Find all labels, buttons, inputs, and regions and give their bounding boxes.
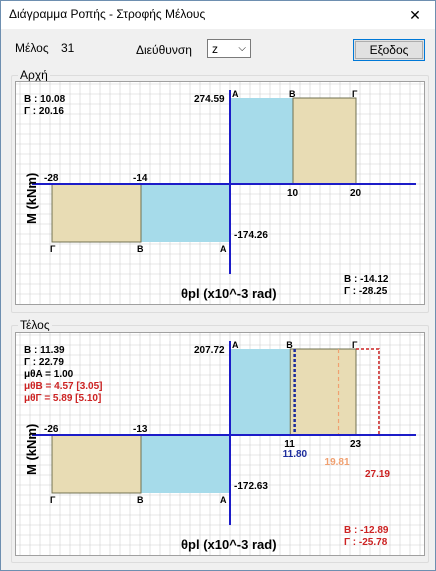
neg-segment-A-B: [141, 184, 230, 242]
pos-segment-A-B: [230, 349, 291, 435]
neg-point-A: A: [220, 244, 227, 254]
pos-point-B: B: [289, 89, 296, 99]
ductility-value: μθΓ = 5.89 [5.10]: [24, 393, 101, 404]
end-chart-panel: 11.80 19.81 27.19 207.72 -172.63 A B Γ A B Γ 11 23 -1…: [15, 332, 425, 556]
pos-segment-A-B: [230, 98, 293, 184]
mu-G-marker: [356, 348, 380, 435]
neg-point-A: A: [220, 495, 227, 505]
mu-orange-value: 19.81: [325, 457, 350, 468]
direction-label: Διεύθυνση: [136, 43, 192, 57]
neg-segment-B-G: [51, 434, 142, 494]
info-value: μθA = 1.00: [24, 369, 74, 380]
info-value: Γ : 20.16: [24, 106, 64, 117]
info-value: B : 10.08: [24, 94, 66, 105]
x-axis-title: θpl (x10^-3 rad): [181, 537, 277, 552]
title-bar: Διάγραμμα Ροπής - Στροφής Μέλους ✕: [1, 1, 435, 29]
pos-point-G: Γ: [352, 89, 358, 99]
start-group: Αρχή: [11, 68, 429, 313]
start-moment-rotation-chart: 274.59 -174.26 A B Γ A B Γ 10 20 -14 -28 θpl (x10^-3…: [16, 82, 424, 304]
member-value: 31: [61, 41, 75, 55]
member-label: Μέλος: [15, 41, 49, 55]
info-br-value: B : -12.89: [344, 525, 389, 536]
neg-segment-B-G: [51, 183, 142, 243]
info-br-value: B : -14.12: [344, 274, 389, 285]
x-tick-label: -14: [133, 173, 148, 184]
window-title: Διάγραμμα Ροπής - Στροφής Μέλους: [9, 7, 206, 21]
direction-select-value: z: [212, 42, 218, 56]
neg-point-B: B: [137, 244, 144, 254]
neg-moment-label: -172.63: [234, 481, 268, 492]
neg-segment-A-B: [141, 435, 230, 493]
pos-segment-B-G: [289, 348, 357, 436]
x-tick-label: 20: [350, 188, 362, 199]
end-group: Τέλος: [11, 318, 429, 563]
close-icon[interactable]: ✕: [409, 7, 421, 23]
x-tick-label: 10: [287, 188, 299, 199]
info-br-value: Γ : -28.25: [344, 286, 388, 297]
ductility-value: μθB = 4.57 [3.05]: [24, 381, 103, 392]
pos-moment-label: 274.59: [194, 94, 225, 105]
info-value: Γ : 22.79: [24, 357, 64, 368]
neg-point-G: Γ: [50, 495, 56, 505]
end-moment-rotation-chart: 11.80 19.81 27.19 207.72 -172.63 A B Γ A B Γ 11 23 -1…: [16, 333, 424, 555]
x-tick-label: 11: [284, 439, 295, 450]
start-group-caption: Αρχή: [18, 68, 50, 82]
pos-point-G: Γ: [352, 340, 358, 350]
y-axis-title: M (kNm): [24, 173, 39, 224]
x-tick-label: -26: [44, 424, 59, 435]
pos-point-A: A: [232, 340, 239, 350]
neg-point-G: Γ: [50, 244, 56, 254]
neg-point-B: B: [137, 495, 144, 505]
info-value: B : 11.39: [24, 345, 65, 356]
mu-G-value: 27.19: [365, 469, 390, 480]
info-br-value: Γ : -25.78: [344, 537, 388, 548]
neg-moment-label: -174.26: [234, 230, 268, 241]
direction-select[interactable]: z ⌵: [207, 39, 251, 58]
y-axis-title: M (kNm): [24, 424, 39, 475]
exit-button[interactable]: Εξοδος: [353, 39, 425, 61]
pos-point-B: B: [286, 340, 293, 350]
end-group-caption: Τέλος: [18, 318, 52, 332]
start-chart-panel: 274.59 -174.26 A B Γ A B Γ 10 20 -14 -28 θpl (x10^-3…: [15, 81, 425, 305]
pos-segment-B-G: [292, 97, 357, 185]
mu-B-value: 11.80: [283, 449, 308, 460]
pos-point-A: A: [232, 89, 239, 99]
x-axis-title: θpl (x10^-3 rad): [181, 286, 277, 301]
x-tick-label: -28: [44, 173, 59, 184]
x-tick-label: 23: [350, 439, 362, 450]
x-tick-label: -13: [133, 424, 148, 435]
chevron-down-icon: ⌵: [238, 43, 246, 54]
pos-moment-label: 207.72: [194, 345, 225, 356]
